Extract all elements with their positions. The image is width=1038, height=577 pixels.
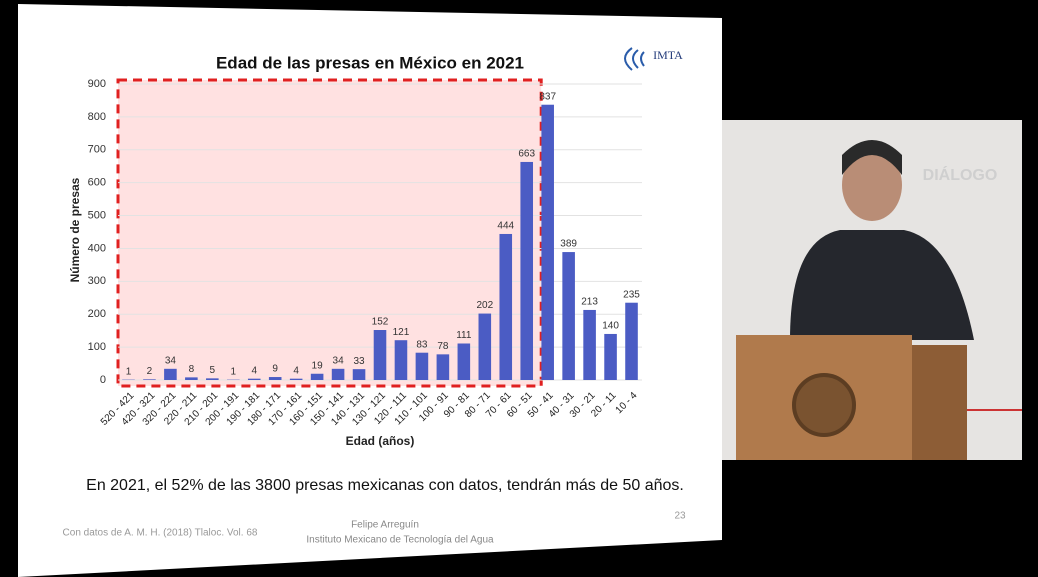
value-label: 33 (353, 356, 365, 367)
y-tick-label: 800 (88, 111, 106, 123)
bar (331, 368, 345, 380)
bar (436, 354, 450, 380)
value-label: 9 (272, 364, 278, 375)
value-label: 663 (518, 149, 535, 160)
value-label: 34 (333, 355, 345, 366)
y-axis-label: Número de presas (68, 177, 82, 282)
highlight-box (116, 78, 543, 388)
value-label: 4 (251, 365, 257, 376)
y-tick-label: 700 (88, 144, 106, 156)
bar (185, 377, 198, 380)
bar (604, 333, 617, 380)
value-label: 111 (456, 330, 472, 341)
value-label: 4 (293, 365, 299, 376)
value-label: 152 (372, 317, 389, 328)
podium-side (912, 345, 967, 460)
chart-title: Edad de las presas en México en 2021 (216, 53, 524, 72)
bar (373, 330, 387, 380)
value-label: 34 (165, 355, 177, 366)
bar (415, 352, 429, 380)
bar (164, 368, 177, 380)
bar (520, 161, 534, 380)
value-label: 444 (497, 221, 514, 232)
x-axis-label: Edad (años) (346, 434, 415, 448)
bar (499, 233, 513, 380)
logo-text: IMTA (653, 48, 683, 62)
value-label: 389 (560, 239, 577, 250)
value-label: 83 (416, 339, 428, 350)
speaker-head (842, 149, 902, 221)
logo: IMTA (624, 47, 683, 71)
podium-emblem (792, 373, 856, 437)
caption: En 2021, el 52% de las 3800 presas mexic… (86, 477, 684, 494)
y-tick-label: 0 (100, 374, 106, 386)
value-label: 235 (623, 289, 640, 300)
y-tick-label: 600 (88, 177, 106, 189)
bar (289, 378, 303, 380)
value-label: 837 (539, 91, 556, 102)
author: Felipe Arreguín (351, 520, 419, 531)
video-panel: DIÁLOGO (722, 120, 1022, 460)
logo-mark (624, 47, 645, 71)
value-label: 5 (210, 365, 216, 376)
speaker-body (790, 230, 974, 340)
source: Con datos de A. M. H. (2018) Tlaloc. Vol… (63, 528, 258, 539)
y-tick-label: 200 (88, 308, 106, 320)
bar (247, 378, 261, 380)
page-number: 23 (674, 511, 686, 522)
value-label: 2 (147, 366, 153, 377)
value-label: 1 (126, 366, 132, 377)
bar (206, 378, 219, 380)
bar (310, 373, 324, 380)
value-label: 1 (230, 366, 236, 377)
bar (562, 252, 575, 380)
value-label: 213 (581, 297, 598, 308)
bar (541, 104, 554, 380)
value-label: 78 (437, 341, 449, 352)
value-label: 19 (312, 360, 324, 371)
y-tick-label: 300 (88, 275, 106, 287)
y-tick-label: 900 (88, 78, 106, 90)
y-tick-label: 500 (88, 209, 106, 221)
value-label: 202 (476, 300, 493, 311)
bar (268, 377, 282, 380)
bar (143, 379, 156, 380)
speaker-hair (842, 140, 902, 175)
y-tick-label: 400 (88, 242, 106, 254)
value-label: 121 (393, 327, 410, 338)
value-label: 8 (189, 364, 195, 375)
backdrop-text: DIÁLOGO (923, 165, 998, 184)
bar (625, 302, 638, 380)
y-tick-label: 100 (88, 341, 106, 353)
bar (352, 369, 366, 380)
bar (394, 340, 408, 380)
bar (583, 309, 596, 380)
value-label: 140 (602, 321, 619, 332)
institution: Instituto Mexicano de Tecnología del Agu… (306, 535, 494, 546)
bar (457, 343, 471, 380)
bar (478, 313, 492, 380)
